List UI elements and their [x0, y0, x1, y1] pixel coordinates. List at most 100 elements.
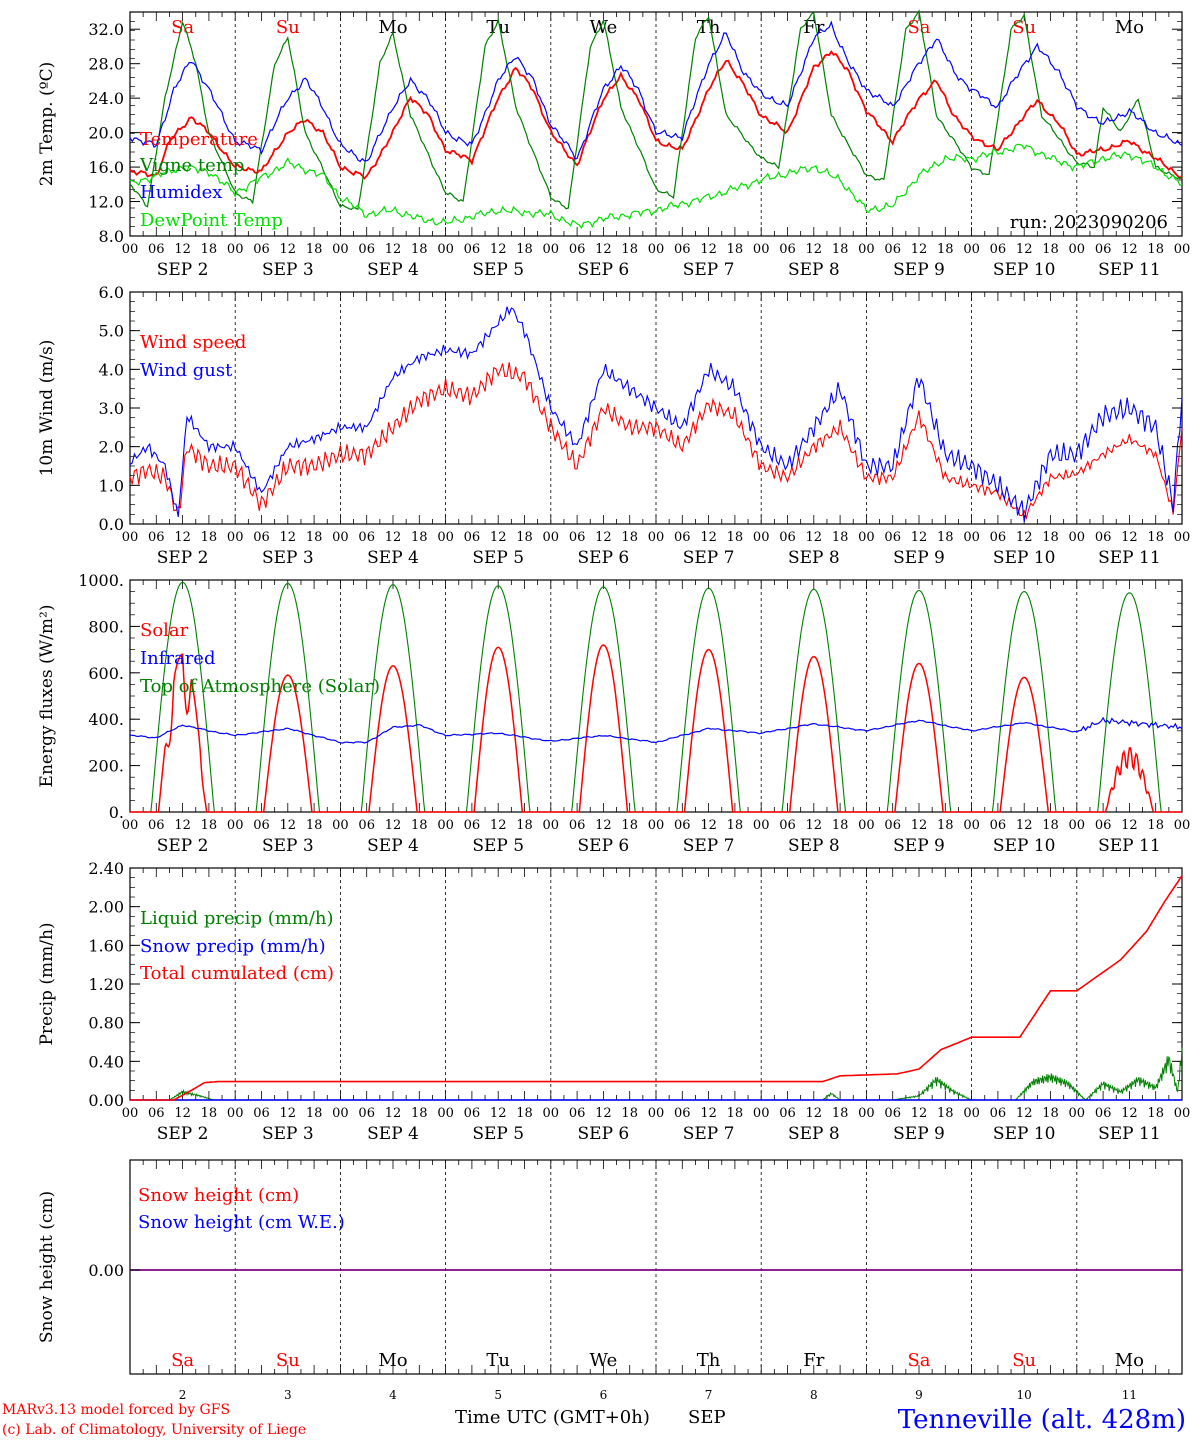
hour-label: 18 — [1042, 530, 1059, 545]
hour-label: 18 — [306, 242, 323, 257]
hour-label: 00 — [332, 1106, 349, 1121]
hour-label: 06 — [253, 530, 270, 545]
hour-label: 18 — [306, 818, 323, 833]
hour-label: 12 — [911, 1106, 928, 1121]
hour-label: 00 — [648, 1106, 665, 1121]
hour-label: 00 — [543, 818, 560, 833]
hour-label: 18 — [727, 530, 744, 545]
precip-series-line — [130, 875, 1183, 1101]
hour-label: 00 — [332, 530, 349, 545]
day-number-label: 2 — [179, 1388, 187, 1402]
date-label: SEP 8 — [788, 836, 840, 856]
hour-label: 12 — [1121, 818, 1138, 833]
hour-label: 00 — [858, 818, 875, 833]
hour-label: 12 — [174, 242, 191, 257]
date-label: SEP 7 — [683, 1124, 735, 1144]
energy-series-line — [130, 644, 1182, 813]
hour-label: 06 — [884, 242, 901, 257]
hour-label: 18 — [1147, 818, 1164, 833]
date-label: SEP 10 — [993, 836, 1056, 856]
hour-label: 18 — [306, 530, 323, 545]
y-tick-label: 0.80 — [88, 1014, 124, 1033]
hour-label: 12 — [595, 818, 612, 833]
day-name-label: Sa — [907, 1350, 930, 1371]
day-name-label: Mo — [378, 17, 407, 38]
y-tick-label: 2.00 — [88, 898, 124, 917]
hour-label: 00 — [122, 1106, 139, 1121]
date-label: SEP 3 — [262, 1124, 314, 1144]
hour-label: 18 — [516, 242, 533, 257]
hour-label: 06 — [674, 242, 691, 257]
day-number-label: 5 — [494, 1388, 502, 1402]
date-label: SEP 6 — [578, 836, 630, 856]
date-label: SEP 4 — [367, 836, 419, 856]
day-name-label: Tu — [486, 1350, 510, 1371]
hour-label: 06 — [674, 1106, 691, 1121]
date-label: SEP 3 — [262, 260, 314, 280]
hour-label: 12 — [700, 242, 717, 257]
hour-label: 06 — [464, 242, 481, 257]
day-number-label: 10 — [1017, 1388, 1032, 1402]
day-name-label: Th — [697, 17, 721, 38]
hour-label: 06 — [148, 818, 165, 833]
date-label: SEP 9 — [893, 836, 945, 856]
date-label: SEP 3 — [262, 548, 314, 568]
date-label: SEP 7 — [683, 548, 735, 568]
hour-label: 06 — [148, 242, 165, 257]
date-label: SEP 2 — [157, 260, 209, 280]
hour-label: 12 — [1016, 530, 1033, 545]
y-tick-label: 32.0 — [88, 20, 124, 39]
hour-label: 00 — [1174, 1106, 1191, 1121]
y-tick-label: 16.0 — [88, 158, 124, 177]
y-axis-label: 10m Wind (m/s) — [37, 340, 57, 477]
hour-label: 18 — [1042, 818, 1059, 833]
hour-label: 00 — [858, 1106, 875, 1121]
temperature-series-line — [129, 50, 1183, 180]
day-name-label: We — [590, 1350, 618, 1371]
y-tick-label: 20.0 — [88, 124, 124, 143]
hour-label: 18 — [832, 1106, 849, 1121]
hour-label: 12 — [490, 818, 507, 833]
date-label: SEP 3 — [262, 836, 314, 856]
wind-series-line — [129, 362, 1183, 521]
date-label: SEP 5 — [472, 836, 524, 856]
hour-label: 06 — [358, 818, 375, 833]
day-number-label: 9 — [915, 1388, 923, 1402]
y-tick-label: 200. — [88, 757, 124, 776]
hour-label: 18 — [411, 530, 428, 545]
y-tick-label: 0.0 — [99, 515, 124, 534]
hour-label: 00 — [1069, 818, 1086, 833]
hour-label: 06 — [253, 242, 270, 257]
hour-label: 06 — [464, 1106, 481, 1121]
hour-label: 12 — [490, 530, 507, 545]
hour-label: 06 — [990, 530, 1007, 545]
day-name-label: Mo — [1115, 1350, 1144, 1371]
day-name-label: Su — [1012, 1350, 1036, 1371]
hour-label: 06 — [148, 1106, 165, 1121]
hour-label: 06 — [358, 242, 375, 257]
date-label: SEP 9 — [893, 548, 945, 568]
hour-label: 12 — [490, 242, 507, 257]
hour-label: 12 — [806, 242, 823, 257]
hour-label: 00 — [858, 242, 875, 257]
hour-label: 12 — [1121, 1106, 1138, 1121]
hour-label: 00 — [1174, 530, 1191, 545]
date-label: SEP 10 — [993, 548, 1056, 568]
hour-label: 00 — [437, 818, 454, 833]
date-label: SEP 9 — [893, 1124, 945, 1144]
date-label: SEP 8 — [788, 1124, 840, 1144]
date-label: SEP 6 — [578, 1124, 630, 1144]
lab-credit: (c) Lab. of Climatology, University of L… — [2, 1422, 306, 1438]
legend-entry: Snow height (cm) — [138, 1185, 299, 1206]
y-tick-label: 6.0 — [99, 283, 124, 302]
hour-label: 00 — [648, 242, 665, 257]
hour-label: 00 — [1174, 818, 1191, 833]
hour-label: 12 — [385, 1106, 402, 1121]
hour-label: 06 — [358, 1106, 375, 1121]
day-name-label: Sa — [907, 17, 930, 38]
hour-label: 18 — [201, 242, 218, 257]
date-label: SEP 2 — [157, 836, 209, 856]
day-number-label: 7 — [705, 1388, 713, 1402]
